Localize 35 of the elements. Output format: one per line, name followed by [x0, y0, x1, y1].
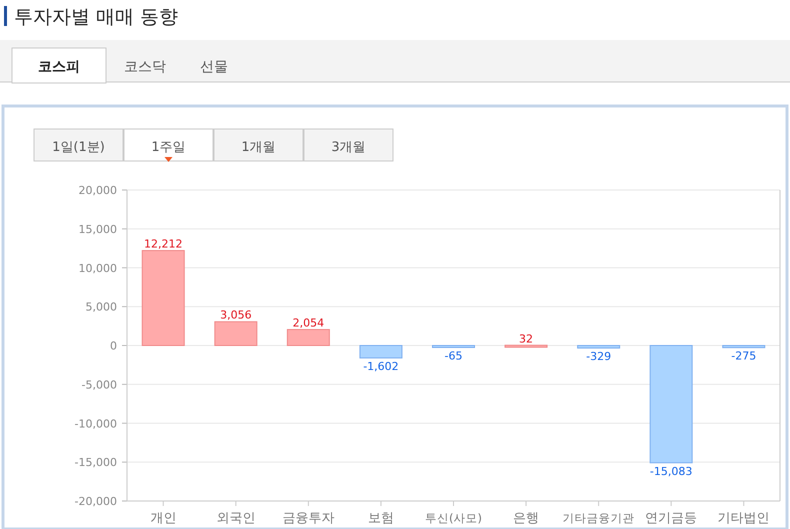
x-tick-label: 투신(사모) — [425, 511, 482, 525]
data-label: -65 — [444, 350, 462, 362]
y-tick-label: -10,000 — [74, 417, 117, 430]
text: 코스피 — [38, 59, 80, 75]
data-label: 12,212 — [144, 238, 183, 251]
data-label: -1,602 — [363, 360, 399, 373]
y-tick-label: 15,000 — [78, 222, 117, 236]
x-tick-label: 개인 — [150, 511, 176, 526]
y-tick-label: 20,000 — [78, 184, 117, 197]
data-label: 2,054 — [292, 316, 324, 330]
text: 1주일 — [151, 140, 186, 155]
x-tick-label: 기타법인 — [718, 511, 770, 526]
x-tick-label: 은행 — [513, 511, 540, 526]
text: 선물 — [200, 59, 228, 75]
data-label: 3,056 — [220, 308, 252, 322]
data-label: -329 — [586, 350, 612, 364]
x-tick-label: 외국인 — [216, 511, 256, 526]
title: 투자자별 매매 동향 — [14, 6, 178, 28]
text: 코스닥 — [124, 59, 166, 75]
x-tick-label: 연기금등 — [645, 511, 698, 526]
data-label: 32 — [519, 332, 534, 346]
data-label: -275 — [731, 350, 756, 363]
x-tick-label: 보험 — [368, 511, 394, 526]
y-tick-label: 10,000 — [78, 262, 117, 275]
x-tick-label: 기타금융기관 — [562, 511, 635, 525]
y-tick-label: -20,000 — [74, 495, 117, 508]
y-tick-label: -5,000 — [82, 378, 117, 392]
x-tick-label: 금융투자 — [282, 511, 334, 526]
text: 1개월 — [241, 140, 276, 155]
text: 1일(1분) — [52, 140, 105, 155]
text: 3개월 — [331, 140, 366, 155]
y-tick-label: -15,000 — [74, 456, 117, 470]
data-label: -15,083 — [650, 464, 692, 478]
y-tick-label: 0 — [110, 340, 117, 352]
y-tick-label: 5,000 — [86, 300, 117, 314]
